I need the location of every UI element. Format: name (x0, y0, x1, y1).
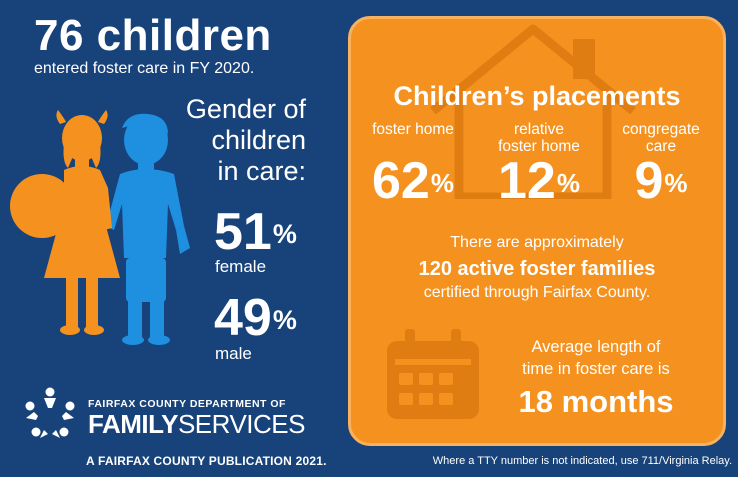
length-line1: Average length of (531, 338, 661, 356)
gender-title: Gender of children in care: (168, 94, 306, 187)
families-line2: 120 active foster families (418, 258, 656, 280)
families-line3: certified through Fairfax County. (423, 284, 651, 301)
girl-silhouette-icon (10, 110, 120, 335)
placement-label-line: relative (514, 121, 564, 138)
percent-sign: % (556, 168, 580, 198)
placements-panel: Children’s placements foster home 62% re… (348, 16, 726, 446)
children-silhouette-icon (10, 110, 190, 345)
percent-sign: % (272, 305, 297, 335)
placement-value-number: 9 (634, 152, 664, 210)
placements-title: Children’s placements (393, 81, 681, 111)
female-percent-value: 51 (214, 203, 272, 261)
female-label: female (215, 257, 267, 276)
gender-title-line: children (211, 125, 306, 155)
placement-value: 12% (481, 155, 597, 207)
placement-label-line: foster home (498, 138, 580, 155)
placement-value: 9% (607, 155, 715, 207)
placement-label: congregate care (607, 121, 715, 155)
length-line2: time in foster care is (522, 360, 670, 378)
placement-label: foster home (357, 121, 469, 138)
gender-title-line: in care: (217, 156, 306, 186)
male-label: male (215, 344, 252, 363)
subhead: entered foster care in FY 2020. (34, 60, 255, 77)
placement-value-number: 62 (372, 152, 430, 210)
headline: 76 children (34, 11, 272, 60)
families-line1: There are approximately (450, 234, 624, 251)
org-name-bold: FAMILY (88, 409, 178, 439)
placement-label-line: foster home (372, 121, 454, 138)
placement-label-line: congregate (622, 121, 700, 138)
percent-sign: % (664, 168, 688, 198)
publication-note: A FAIRFAX COUNTY PUBLICATION 2021. (86, 454, 327, 468)
org-name-top: FAIRFAX COUNTY DEPARTMENT OF (88, 398, 286, 410)
percent-sign: % (430, 168, 454, 198)
female-percent: 51% (214, 206, 297, 258)
house-icon (430, 24, 636, 199)
percent-sign: % (272, 219, 297, 249)
length-value: 18 months (518, 384, 674, 419)
gender-title-line: Gender of (185, 94, 306, 124)
org-name-rest: SERVICES (177, 409, 306, 439)
male-percent-value: 49 (214, 289, 272, 347)
calendar-icon (387, 329, 479, 419)
org-name: FAMILYSERVICES (88, 410, 305, 438)
placement-label-line: care (645, 138, 677, 155)
placement-label: relative foster home (481, 121, 597, 155)
family-services-logo-icon (25, 387, 75, 438)
boy-silhouette-icon (106, 113, 190, 345)
tty-note: Where a TTY number is not indicated, use… (432, 455, 732, 467)
placement-value: 62% (357, 155, 469, 207)
male-percent: 49% (214, 292, 297, 344)
placement-value-number: 12 (498, 152, 556, 210)
